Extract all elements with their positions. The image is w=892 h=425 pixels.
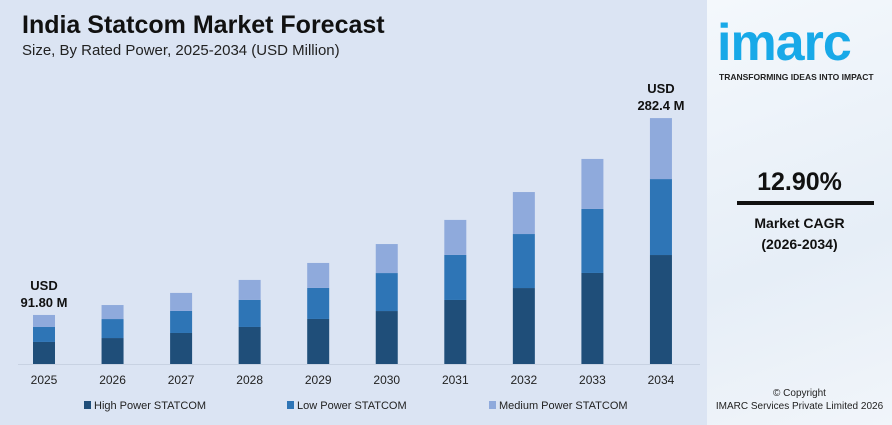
bar-segment-2026-0 [101, 338, 124, 364]
copyright: © Copyright IMARC Services Private Limit… [707, 387, 892, 413]
cagr-label: Market CAGR (2026-2034) [707, 213, 892, 255]
bar-segment-2030-1 [375, 273, 398, 312]
cagr-label-line2: (2026-2034) [761, 236, 838, 252]
bar-segment-2030-2 [375, 244, 398, 274]
x-tick-label: 2032 [510, 373, 537, 387]
data-label: 91.80 M [21, 295, 68, 310]
data-label: 282.4 M [637, 98, 684, 113]
imarc-logo: imarc [717, 14, 852, 72]
legend-swatch [489, 401, 496, 409]
bar-segment-2029-2 [307, 262, 330, 288]
bar-segment-2031-2 [444, 219, 467, 255]
cagr-value: 12.90% [757, 168, 842, 196]
x-tick-label: 2026 [99, 373, 126, 387]
bar-segment-2034-1 [649, 179, 672, 256]
legend-label: Medium Power STATCOM [499, 400, 628, 412]
x-tick-label: 2025 [31, 373, 58, 387]
side-panel: imarc TRANSFORMING IDEAS INTO IMPACT 12.… [707, 0, 892, 425]
bar-segment-2026-2 [101, 305, 124, 320]
cagr-label-line1: Market CAGR [754, 215, 845, 231]
bar-segment-2029-1 [307, 287, 330, 319]
bar-segment-2025-2 [33, 314, 55, 327]
bar-segment-2026-1 [101, 319, 124, 339]
copyright-line2: IMARC Services Private Limited 2026 [715, 401, 884, 412]
data-label: USD [647, 81, 674, 96]
copyright-line1: © Copyright [773, 388, 826, 399]
bar-segment-2034-2 [649, 118, 672, 180]
bar-segment-2028-2 [238, 279, 261, 300]
data-label: USD [30, 278, 57, 293]
bar-segment-2033-1 [581, 208, 604, 273]
legend-label: High Power STATCOM [94, 400, 206, 412]
x-tick-label: 2028 [236, 373, 263, 387]
bar-segment-2030-0 [375, 311, 398, 364]
bar-segment-2028-1 [238, 299, 261, 327]
x-tick-label: 2033 [579, 373, 606, 387]
logo-tagline: TRANSFORMING IDEAS INTO IMPACT [719, 72, 874, 82]
bar-segment-2032-1 [512, 234, 535, 289]
bar-segment-2029-0 [307, 318, 330, 364]
x-tick-label: 2031 [442, 373, 469, 387]
bar-segment-2028-0 [238, 326, 261, 364]
legend-swatch [287, 401, 294, 409]
x-tick-label: 2027 [168, 373, 195, 387]
bar-segment-2032-2 [512, 192, 535, 235]
bar-segment-2031-1 [444, 254, 467, 300]
stacked-bar-chart: 2025 2026 2027 2028 2029 2030 2031 2032 2033 2034… [18, 81, 700, 412]
divider [737, 201, 874, 205]
chart-subtitle: Size, By Rated Power, 2025-2034 (USD Mil… [22, 42, 340, 59]
bar-segment-2032-0 [512, 288, 535, 364]
bar-segment-2033-0 [581, 272, 604, 364]
bar-segment-2027-1 [170, 310, 193, 333]
bar-segment-2025-1 [33, 326, 55, 342]
bar-segment-2031-0 [444, 299, 467, 364]
bar-segment-2027-0 [170, 332, 193, 364]
legend-label: Low Power STATCOM [297, 400, 407, 412]
x-tick-label: 2030 [373, 373, 400, 387]
bar-segment-2034-0 [649, 255, 672, 364]
legend-swatch [84, 401, 91, 409]
bar-segment-2027-2 [170, 292, 193, 311]
x-tick-label: 2034 [648, 373, 675, 387]
bar-segment-2025-0 [33, 341, 55, 364]
bar-segment-2033-2 [581, 158, 604, 209]
chart-title: India Statcom Market Forecast [22, 11, 385, 39]
x-tick-label: 2029 [305, 373, 332, 387]
